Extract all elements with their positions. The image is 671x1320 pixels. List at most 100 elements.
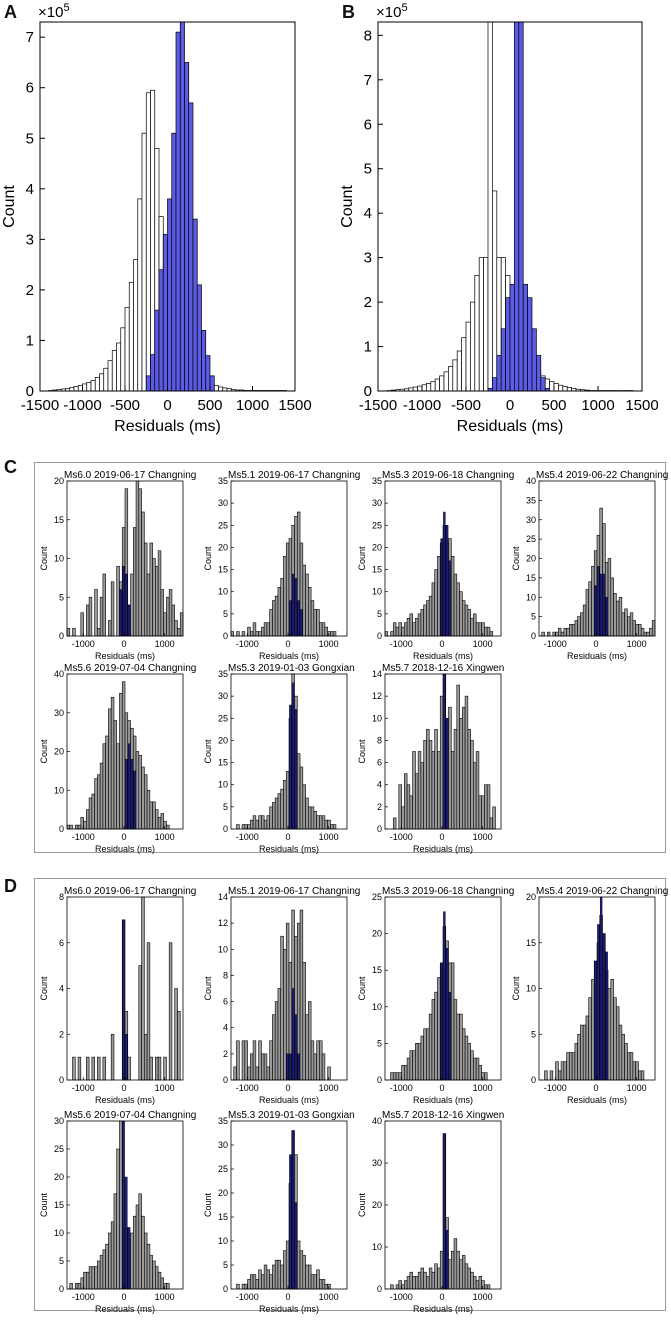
bar-gray bbox=[607, 988, 612, 1081]
panel-label-d: D bbox=[4, 876, 17, 896]
y-tick-label: 2 bbox=[377, 802, 382, 812]
y-tick-label: 0 bbox=[377, 631, 382, 641]
bar-gray bbox=[99, 762, 104, 830]
bar-gray bbox=[563, 627, 567, 637]
bar-blue bbox=[291, 988, 295, 1081]
bar-gray bbox=[616, 600, 620, 637]
bar-gray bbox=[426, 600, 430, 637]
subplot-title: Ms5.3 2019-06-18 Changning bbox=[382, 470, 514, 481]
y-tick-label: 10 bbox=[218, 587, 228, 597]
bar-gray bbox=[448, 1259, 452, 1290]
bar-gray bbox=[434, 991, 438, 1081]
chart-a: -1500 -1000 -500 0 500 1000 1500 0 1 2 3 4 5 6 7×105 Re… bbox=[1, 2, 312, 435]
bar-gray bbox=[236, 631, 240, 637]
bar-all-a bbox=[116, 342, 122, 392]
y-axis-label: Count bbox=[511, 546, 521, 571]
bar-gray bbox=[252, 815, 257, 830]
bar-gray bbox=[236, 1040, 240, 1081]
y-tick-label: 10 bbox=[372, 713, 382, 723]
bar-gray bbox=[69, 1283, 73, 1290]
y-tick-label: 20 bbox=[54, 476, 64, 486]
bar-gray bbox=[274, 1259, 279, 1290]
y-axis-label: Count bbox=[203, 739, 213, 764]
x-tick-label: -1000 bbox=[390, 1292, 413, 1302]
bar-gray bbox=[261, 815, 265, 830]
bar-gray bbox=[456, 582, 460, 637]
bar-core-b bbox=[509, 283, 515, 392]
y-tick-label: 8 bbox=[59, 892, 64, 902]
bar-gray bbox=[464, 1035, 469, 1081]
y-tick-label: 14 bbox=[372, 669, 382, 679]
y-axis-label: Count bbox=[357, 1193, 367, 1218]
y-tick-label: 0 bbox=[223, 824, 228, 834]
bar-core-b bbox=[505, 297, 511, 392]
x-tick-label: 0 bbox=[506, 397, 514, 414]
bar-gray bbox=[263, 622, 268, 637]
y-tick-label: 7 bbox=[26, 29, 34, 46]
y-tick-label: 35 bbox=[372, 476, 382, 486]
y-axis-label: Count bbox=[357, 546, 367, 571]
y-tick-label: 5 bbox=[377, 609, 382, 619]
y-tick-label: 2 bbox=[364, 294, 372, 311]
x-tick-label: 0 bbox=[121, 1292, 126, 1302]
bar-gray bbox=[155, 565, 159, 637]
y-tick-label: 4 bbox=[26, 181, 34, 198]
bar-gray bbox=[283, 948, 287, 1081]
bar-gray bbox=[404, 773, 408, 830]
bar-gray bbox=[464, 695, 469, 830]
x-axis-label: Residuals (ms) bbox=[259, 844, 319, 854]
x-axis-label: Residuals (ms) bbox=[413, 844, 473, 854]
bar-gray bbox=[475, 1280, 480, 1290]
bar-blue bbox=[291, 682, 295, 830]
bar-gray bbox=[241, 631, 246, 637]
bar-blue bbox=[297, 1053, 300, 1081]
bar-gray bbox=[481, 622, 485, 637]
bar-gray bbox=[431, 751, 436, 830]
bar-all-a bbox=[73, 386, 79, 392]
bar-blue bbox=[440, 538, 443, 637]
y-tick-label: 25 bbox=[218, 520, 228, 530]
x-tick-label: 0 bbox=[285, 1292, 290, 1302]
bar-gray bbox=[179, 612, 184, 637]
bar-gray bbox=[417, 1271, 422, 1290]
y-tick-label: 25 bbox=[372, 520, 382, 530]
bar-gray bbox=[484, 626, 488, 637]
panel-label-c: C bbox=[4, 457, 17, 477]
x-tick-label: 0 bbox=[439, 1083, 444, 1093]
bar-gray bbox=[428, 595, 433, 637]
subplot-title: Ms5.1 2019-06-17 Changning bbox=[228, 470, 360, 481]
x-tick-label: 500 bbox=[541, 397, 566, 414]
bar-gray bbox=[258, 815, 262, 830]
bar-gray bbox=[86, 604, 90, 637]
x-axis-label: Residuals (ms) bbox=[413, 651, 473, 661]
x-tick-label: 1000 bbox=[627, 639, 647, 649]
bar-gray bbox=[299, 766, 304, 830]
bar-gray bbox=[585, 589, 590, 637]
bar-core-a bbox=[192, 218, 198, 392]
bar-all-a bbox=[111, 350, 117, 392]
y-tick-label: 4 bbox=[223, 1023, 228, 1033]
bar-gray bbox=[651, 620, 656, 637]
bar-blue bbox=[125, 1176, 128, 1290]
bar-gray bbox=[327, 1283, 331, 1290]
bar-gray bbox=[108, 708, 112, 830]
bar-gray bbox=[549, 1070, 554, 1081]
bar-gray bbox=[412, 622, 416, 637]
bar-all-b bbox=[412, 386, 418, 392]
bar-all-b bbox=[426, 383, 432, 392]
bar-gray bbox=[272, 600, 276, 637]
bar-all-a bbox=[99, 373, 105, 392]
bar-gray bbox=[486, 626, 491, 637]
y-tick-label: 35 bbox=[218, 669, 228, 679]
bar-gray bbox=[266, 1066, 270, 1081]
bar-gray bbox=[462, 706, 466, 830]
bar-gray bbox=[299, 1250, 304, 1290]
bar-gray bbox=[577, 1033, 581, 1081]
bar-gray bbox=[453, 1238, 458, 1290]
bar-blue bbox=[597, 566, 600, 637]
bar-gray bbox=[247, 824, 251, 830]
y-tick-label: 40 bbox=[526, 476, 536, 486]
x-tick-label: 1000 bbox=[473, 639, 493, 649]
bar-gray bbox=[280, 935, 284, 1081]
bar-gray bbox=[582, 604, 587, 637]
